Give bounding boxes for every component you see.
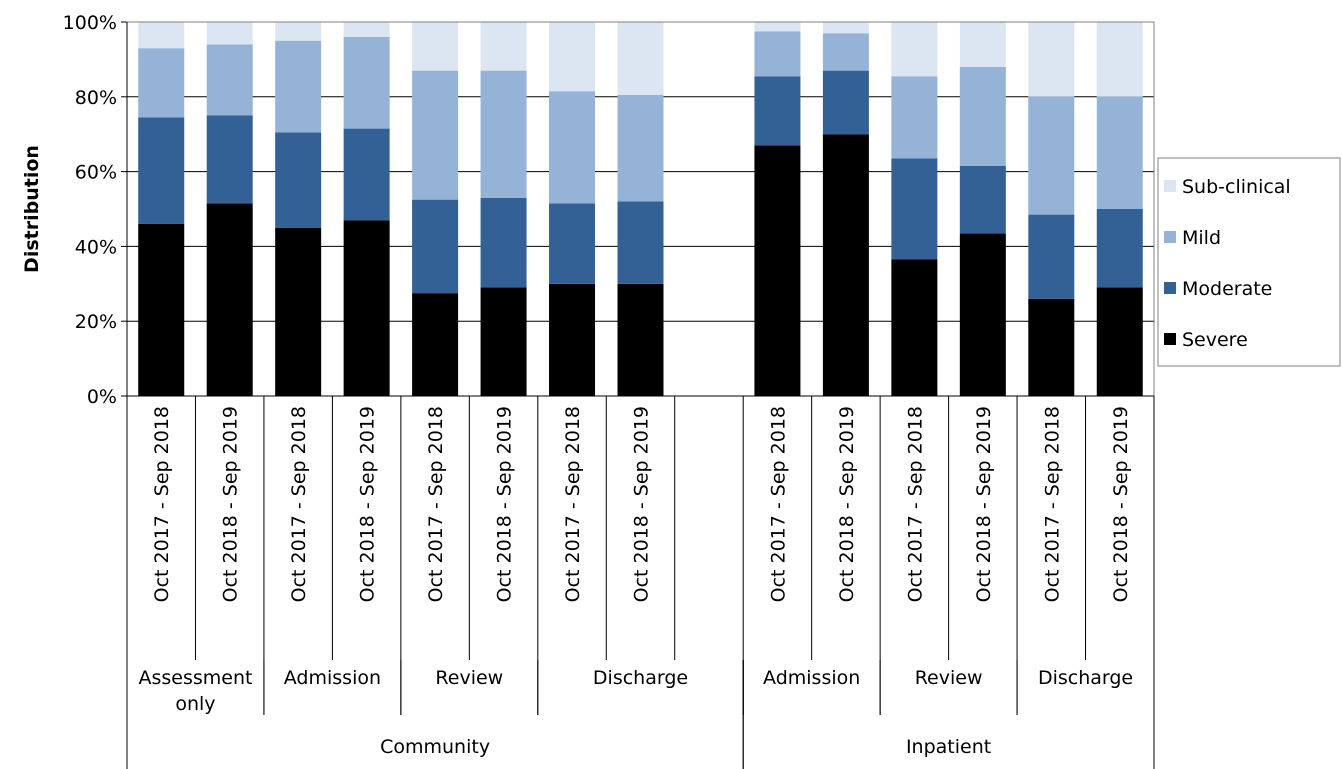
bar-segment-moderate bbox=[206, 115, 253, 204]
category-label: Oct 2017 - Sep 2018 bbox=[151, 406, 173, 602]
bar-segment-severe bbox=[549, 283, 596, 396]
y-axis-title: Distribution bbox=[21, 145, 43, 273]
bar-segment-mild bbox=[959, 66, 1006, 166]
bar-segment-severe bbox=[206, 203, 253, 396]
stage-label: Admission bbox=[763, 667, 860, 689]
bar-segment-sub-clinical bbox=[754, 22, 801, 32]
bar-segment-severe bbox=[754, 145, 801, 396]
bar-segment-severe bbox=[138, 223, 185, 396]
bar-segment-moderate bbox=[891, 158, 938, 260]
category-label: Oct 2017 - Sep 2018 bbox=[425, 406, 447, 602]
legend-label: Severe bbox=[1182, 329, 1248, 351]
bar-segment-mild bbox=[754, 31, 801, 77]
category-label: Oct 2018 - Sep 2019 bbox=[973, 406, 995, 602]
setting-label: Inpatient bbox=[906, 736, 991, 758]
bar-segment-moderate bbox=[1096, 209, 1143, 288]
legend-box bbox=[1157, 157, 1341, 367]
bar-segment-moderate bbox=[138, 117, 185, 224]
legend-label: Mild bbox=[1182, 227, 1221, 249]
legend-swatch bbox=[1164, 333, 1176, 345]
category-label: Oct 2017 - Sep 2018 bbox=[1041, 406, 1063, 602]
stage-label: Assessment bbox=[138, 667, 252, 689]
bar-segment-sub-clinical bbox=[138, 22, 185, 49]
bar-segment-sub-clinical bbox=[206, 22, 253, 45]
stage-label: Review bbox=[435, 667, 503, 689]
bar-segment-mild bbox=[412, 70, 459, 200]
bar-segment-moderate bbox=[343, 128, 390, 221]
bar-segment-mild bbox=[480, 70, 527, 198]
bar-segment-moderate bbox=[549, 203, 596, 284]
bar-segment-severe bbox=[1096, 287, 1143, 396]
bar-segment-severe bbox=[343, 220, 390, 396]
bar-segment-severe bbox=[959, 233, 1006, 396]
bar-segment-mild bbox=[1096, 96, 1143, 209]
bar-segment-sub-clinical bbox=[617, 22, 664, 95]
bar-segment-mild bbox=[138, 48, 185, 118]
legend-label: Moderate bbox=[1182, 278, 1272, 300]
bar-segment-severe bbox=[1028, 298, 1075, 396]
bar-segment-severe bbox=[822, 134, 869, 396]
y-tick-label: 100% bbox=[63, 12, 117, 34]
bar-segment-severe bbox=[480, 287, 527, 396]
bar-segment-moderate bbox=[1028, 214, 1075, 299]
stage-label: Review bbox=[915, 667, 983, 689]
category-label: Oct 2017 - Sep 2018 bbox=[904, 406, 926, 602]
bar-segment-moderate bbox=[822, 70, 869, 135]
bar-segment-moderate bbox=[959, 165, 1006, 234]
bar-segment-sub-clinical bbox=[412, 22, 459, 71]
category-label: Oct 2017 - Sep 2018 bbox=[767, 406, 789, 602]
category-label: Oct 2018 - Sep 2019 bbox=[1110, 406, 1132, 602]
stage-label: Discharge bbox=[1038, 667, 1133, 689]
y-tick-label: 0% bbox=[87, 386, 117, 408]
legend-label: Sub-clinical bbox=[1182, 176, 1291, 198]
bar-segment-sub-clinical bbox=[1096, 22, 1143, 97]
legend-swatch bbox=[1164, 231, 1176, 243]
bar-segment-mild bbox=[1028, 96, 1075, 215]
category-label: Oct 2017 - Sep 2018 bbox=[288, 406, 310, 602]
bar-segment-sub-clinical bbox=[891, 22, 938, 77]
bar-segment-sub-clinical bbox=[343, 22, 390, 37]
bar-segment-moderate bbox=[617, 201, 664, 284]
bar-segment-severe bbox=[617, 283, 664, 396]
stage-label: only bbox=[175, 693, 215, 715]
bar-segment-mild bbox=[275, 40, 322, 133]
bar-segment-severe bbox=[891, 259, 938, 396]
category-label: Oct 2018 - Sep 2019 bbox=[494, 406, 516, 602]
y-tick-label: 20% bbox=[75, 311, 117, 333]
bar-segment-severe bbox=[412, 293, 459, 396]
y-tick-label: 80% bbox=[75, 87, 117, 109]
category-label: Oct 2018 - Sep 2019 bbox=[220, 406, 242, 602]
bar-segment-mild bbox=[891, 76, 938, 159]
bar-segment-sub-clinical bbox=[959, 22, 1006, 67]
category-label: Oct 2018 - Sep 2019 bbox=[836, 406, 858, 602]
y-tick-label: 60% bbox=[75, 162, 117, 184]
category-label: Oct 2018 - Sep 2019 bbox=[357, 406, 379, 602]
legend-swatch bbox=[1164, 282, 1176, 294]
bar-segment-sub-clinical bbox=[275, 22, 322, 41]
category-label: Oct 2017 - Sep 2018 bbox=[562, 406, 584, 602]
bar-segment-sub-clinical bbox=[1028, 22, 1075, 97]
bar-segment-moderate bbox=[754, 76, 801, 146]
bar-segment-mild bbox=[343, 36, 390, 129]
bar-segment-sub-clinical bbox=[549, 22, 596, 92]
stage-label: Admission bbox=[284, 667, 381, 689]
bar-segment-sub-clinical bbox=[822, 22, 869, 34]
legend-swatch bbox=[1164, 180, 1176, 192]
bar-segment-moderate bbox=[480, 197, 527, 288]
bar-segment-severe bbox=[275, 227, 322, 396]
bar-segment-moderate bbox=[275, 132, 322, 228]
bar-segment-mild bbox=[617, 94, 664, 202]
setting-label: Community bbox=[380, 736, 490, 758]
bar-segment-sub-clinical bbox=[480, 22, 527, 71]
bar-segment-mild bbox=[206, 44, 253, 116]
bar-segment-moderate bbox=[412, 199, 459, 294]
stage-label: Discharge bbox=[593, 667, 688, 689]
bar-segment-mild bbox=[549, 91, 596, 204]
bar-segment-mild bbox=[822, 33, 869, 71]
category-label: Oct 2018 - Sep 2019 bbox=[631, 406, 653, 602]
y-tick-label: 40% bbox=[75, 236, 117, 258]
